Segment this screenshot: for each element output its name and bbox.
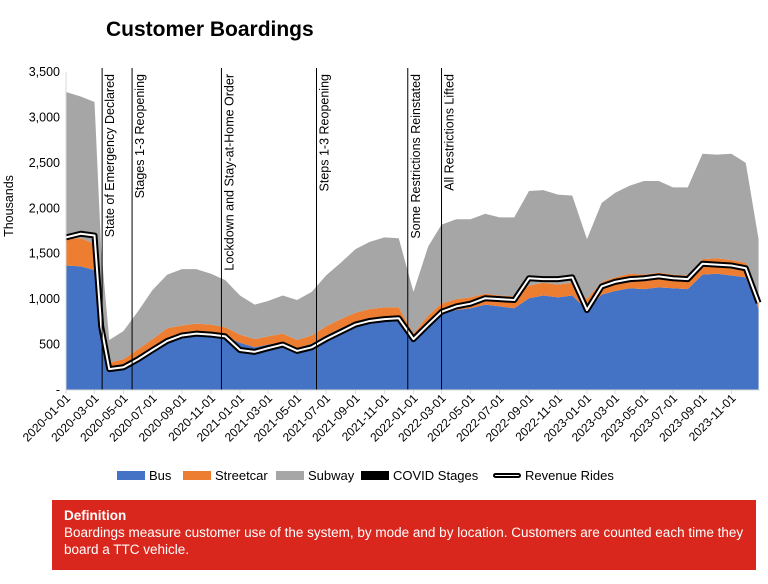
covid-stage-label-0: State of Emergency Declared <box>103 74 117 237</box>
covid-stage-label-3: Steps 1-3 Reopening <box>318 74 332 191</box>
covid-stage-label-1: Stages 1-3 Reopening <box>133 74 147 198</box>
definition-box: Definition Boardings measure customer us… <box>52 500 756 570</box>
y-axis-label: Thousands <box>2 175 16 237</box>
covid-stage-label-2: Lockdown and Stay-at-Home Order <box>222 74 236 271</box>
covid-stage-label-5: All Restrictions Lifted <box>443 74 457 191</box>
legend-bus: Bus <box>117 468 171 483</box>
revenue-rides-line <box>65 232 760 371</box>
chart-title: Customer Boardings <box>106 18 314 41</box>
legend-label-bus: Bus <box>149 468 172 483</box>
legend-swatch-covid <box>361 471 389 480</box>
legend-swatch-bus <box>117 471 145 480</box>
y-tick-label-5: 2,500 <box>29 156 60 170</box>
legend-label-streetcar: Streetcar <box>215 468 268 483</box>
legend-swatch-streetcar <box>183 471 211 480</box>
legend-covid-stages: COVID Stages <box>361 468 478 483</box>
legend-streetcar: Streetcar <box>183 468 268 483</box>
legend-subway: Subway <box>276 468 354 483</box>
covid-stage-label-4: Some Restrictions Reinstated <box>409 74 423 239</box>
y-tick-label-3: 1,500 <box>29 247 60 261</box>
definition-text: Boardings measure customer use of the sy… <box>64 525 744 557</box>
definition-title: Definition <box>64 508 127 523</box>
boardings-chart: State of Emergency Declared Stages 1-3 Re… <box>2 65 762 445</box>
area-subway <box>66 91 759 363</box>
legend-revenue-rides: Revenue Rides <box>493 468 614 483</box>
y-tick-label-1: 500 <box>39 338 60 352</box>
y-tick-label-2: 1,000 <box>29 292 60 306</box>
legend-label-subway: Subway <box>308 468 355 483</box>
legend-swatch-subway <box>276 471 304 480</box>
area-bus <box>66 265 759 390</box>
y-tick-label-4: 2,000 <box>29 201 60 215</box>
y-tick-label-0: - <box>56 383 60 397</box>
y-tick-label-7: 3,500 <box>29 65 60 79</box>
legend-label-covid: COVID Stages <box>393 468 479 483</box>
chart-legend: Bus Streetcar Subway COVID Stages Revenu… <box>0 468 768 486</box>
y-tick-label-6: 3,000 <box>29 110 60 124</box>
area-streetcar <box>66 238 759 368</box>
legend-label-revenue: Revenue Rides <box>525 468 614 483</box>
legend-swatch-revenue <box>493 473 521 478</box>
